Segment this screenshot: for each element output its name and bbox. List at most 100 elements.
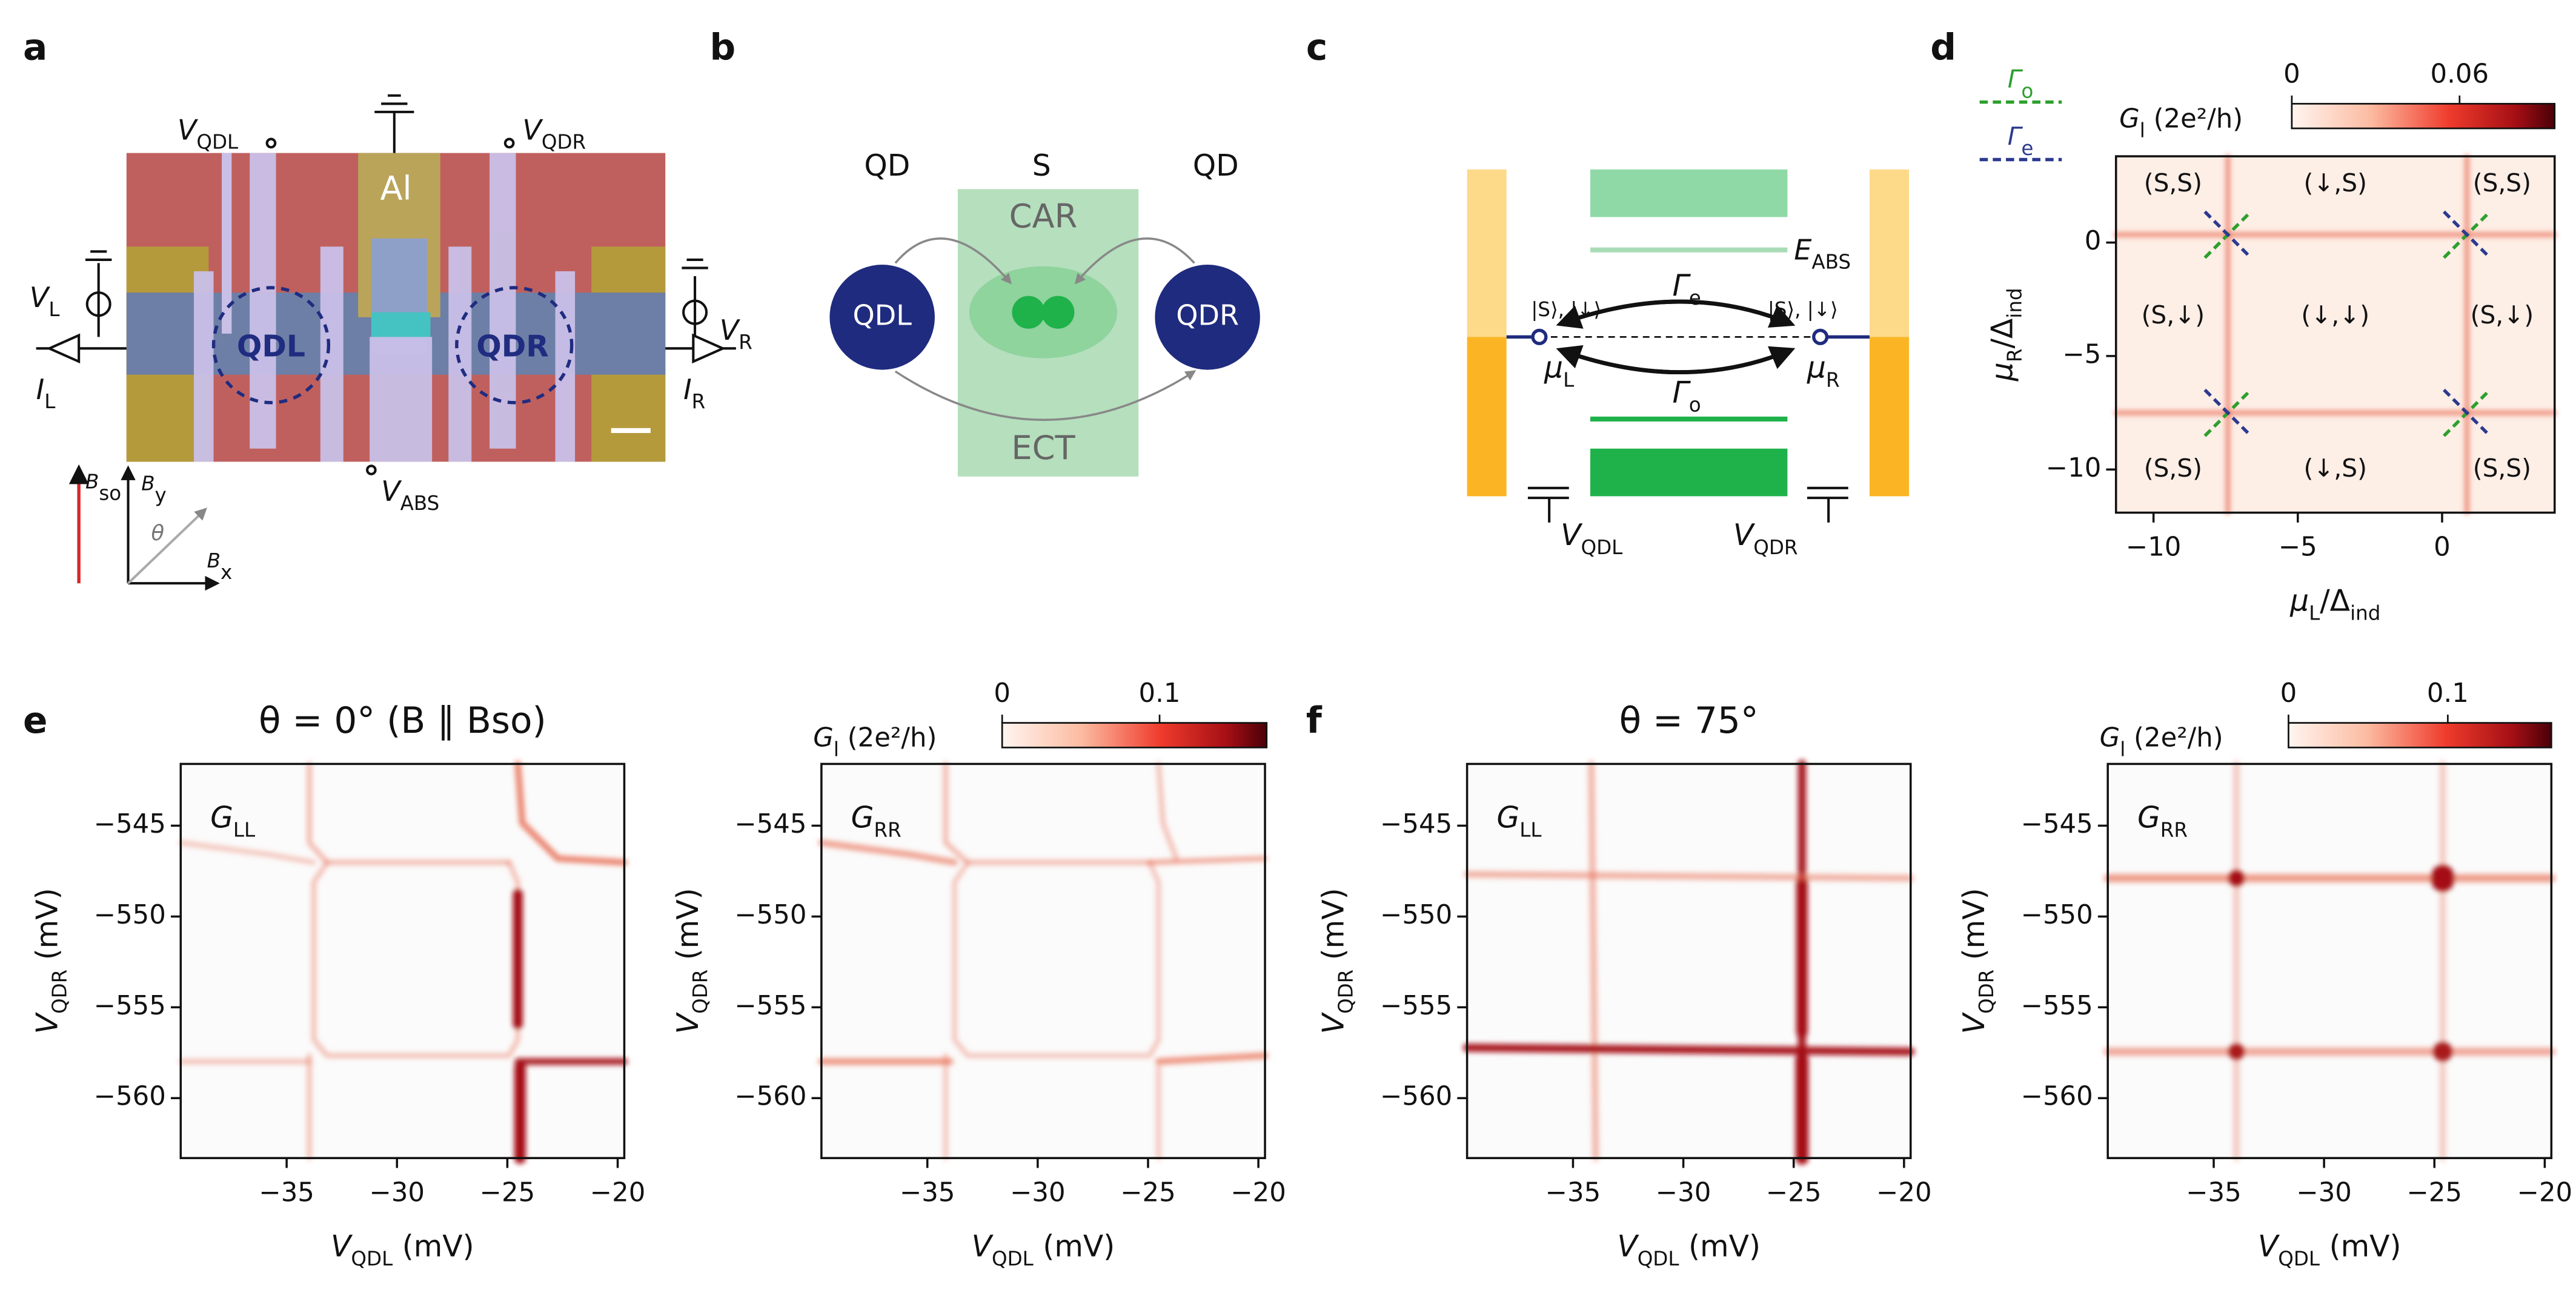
schematic-c	[1467, 169, 1910, 523]
schematic-b	[829, 189, 1260, 477]
colorbar-tick-label: 0.1	[1139, 678, 1181, 709]
label-al: Al	[380, 170, 411, 208]
colorbar	[1001, 722, 1268, 749]
colorbar	[2291, 102, 2556, 130]
x-axis-label-part: QDL	[351, 1247, 393, 1270]
x-tick-label: −10	[2126, 532, 2182, 563]
y-axis-label-part: V	[671, 1011, 705, 1034]
panel-label: e	[23, 700, 47, 742]
x-tick-label: −5	[2279, 532, 2317, 563]
colorbar-tick-label: 0	[2280, 678, 2297, 709]
label-b_so: Bso	[85, 471, 121, 505]
label-e-abs-part: E	[1794, 233, 1812, 266]
label-i_l-part: I	[36, 372, 45, 405]
label-mu-l-part: μ	[1544, 351, 1563, 385]
y-tick-label: −545	[94, 809, 166, 839]
y-tick-label: −560	[734, 1082, 806, 1112]
y-tick-label: −550	[94, 900, 166, 930]
panel-label: b	[709, 27, 735, 68]
x-tick-label: −20	[1876, 1177, 1932, 1208]
inset-label: GLL	[210, 801, 255, 842]
label-v-qdr-part: V	[1733, 518, 1756, 552]
label-mu-r-part: R	[1826, 369, 1840, 392]
colorbar-label-part: G	[2119, 104, 2140, 134]
inset-label-part: G	[210, 801, 233, 835]
y-tick-label: −560	[1380, 1082, 1452, 1112]
panel-label: c	[1306, 27, 1327, 68]
plot-area	[1467, 764, 1911, 1159]
gamma-e-cross	[2203, 388, 2252, 437]
y-tick-label: −550	[734, 900, 806, 930]
x-axis-label-part: μ	[2289, 584, 2309, 618]
label-gamma-o-part: o	[1689, 393, 1701, 416]
colorbar-label: Gl (2e²/h)	[2119, 104, 2243, 142]
legend-label-part: o	[2021, 79, 2033, 102]
plot-frame	[2106, 762, 2553, 1159]
x-axis-label: VQDL (mV)	[972, 1229, 1115, 1270]
plot-area	[181, 764, 625, 1159]
heatmap-panel	[2097, 715, 2556, 1168]
y-tick-label: −545	[2021, 809, 2093, 839]
colorbar-tick-label: 0	[994, 678, 1011, 709]
x-axis-label: μL/Δind	[2289, 584, 2380, 625]
resonance-line	[1156, 761, 1179, 861]
resonance-line	[1464, 871, 1914, 882]
label-i_l-part: L	[44, 390, 55, 413]
legend-label-part: e	[2021, 137, 2033, 160]
label-b_x-part: x	[221, 561, 232, 584]
x-axis-label-part: V	[2258, 1229, 2280, 1263]
y-axis-label-part: QDR	[689, 970, 712, 1014]
panel-label: d	[1930, 27, 1956, 68]
x-axis-label: VQDL (mV)	[2258, 1229, 2402, 1270]
label-mu-l-part: L	[1563, 369, 1574, 392]
plot-frame	[1466, 762, 1912, 1159]
y-tick-label: −545	[734, 809, 806, 839]
y-tick-label: −5	[2062, 339, 2101, 369]
x-axis-label: VQDL (mV)	[331, 1229, 474, 1270]
x-axis-label-part: /Δ	[2320, 584, 2350, 618]
label-qdl: QDL	[237, 329, 305, 363]
panel-label: f	[1306, 700, 1323, 742]
y-axis-label: μR/Δind	[1985, 288, 2026, 382]
y-tick-label: −560	[94, 1082, 166, 1112]
label-b_so-part: B	[85, 471, 99, 494]
x-tick-label: −35	[2186, 1177, 2242, 1208]
heatmap-panel	[811, 715, 1269, 1168]
region-label: (S,↓)	[2471, 300, 2534, 329]
colorbar-label-part: G	[2100, 722, 2120, 753]
gamma-e-cross	[2443, 210, 2491, 259]
label-v_abs: VABS	[381, 474, 439, 514]
label-b_y: By	[141, 472, 167, 506]
label-v_qdr: VQDR	[522, 113, 586, 154]
plot-area	[2108, 764, 2552, 1159]
label-gamma-e-part: e	[1689, 286, 1701, 309]
heatmap-features	[1462, 759, 1915, 1165]
y-axis-label-part: ind	[2003, 288, 2026, 318]
label-ect: ECT	[1011, 429, 1075, 467]
y-tick-label: −555	[2021, 991, 2093, 1021]
label-qdl: QDL	[852, 299, 912, 331]
y-axis-label-part: V	[1957, 1011, 1991, 1034]
y-axis-label-part: R	[2003, 349, 2026, 363]
y-axis-label-part: (mV)	[1316, 888, 1351, 970]
x-tick-label: −30	[369, 1177, 425, 1208]
x-axis-label: VQDL (mV)	[1617, 1229, 1761, 1270]
inset-label: GLL	[1496, 801, 1541, 842]
y-axis-label: VQDR (mV)	[1957, 888, 1998, 1034]
y-axis-label-part: V	[1316, 1011, 1351, 1034]
heatmap-panel	[1457, 759, 1915, 1168]
label-b_y-part: y	[155, 483, 167, 506]
label-theta: θ	[151, 521, 164, 546]
label-gamma-o: Γo	[1673, 375, 1701, 416]
y-axis-label-part: V	[30, 1011, 64, 1034]
colorbar-label-part: l	[2140, 119, 2145, 142]
region-label: (S,S)	[2473, 454, 2531, 483]
colorbar-label-part: l	[834, 738, 839, 761]
gamma-e-cross	[2203, 210, 2252, 259]
resonance-line	[952, 860, 1161, 1059]
inset-label: GRR	[851, 801, 901, 842]
colorbar-label-part: (2e²/h)	[2125, 722, 2223, 753]
label-b_y-part: B	[141, 472, 154, 495]
